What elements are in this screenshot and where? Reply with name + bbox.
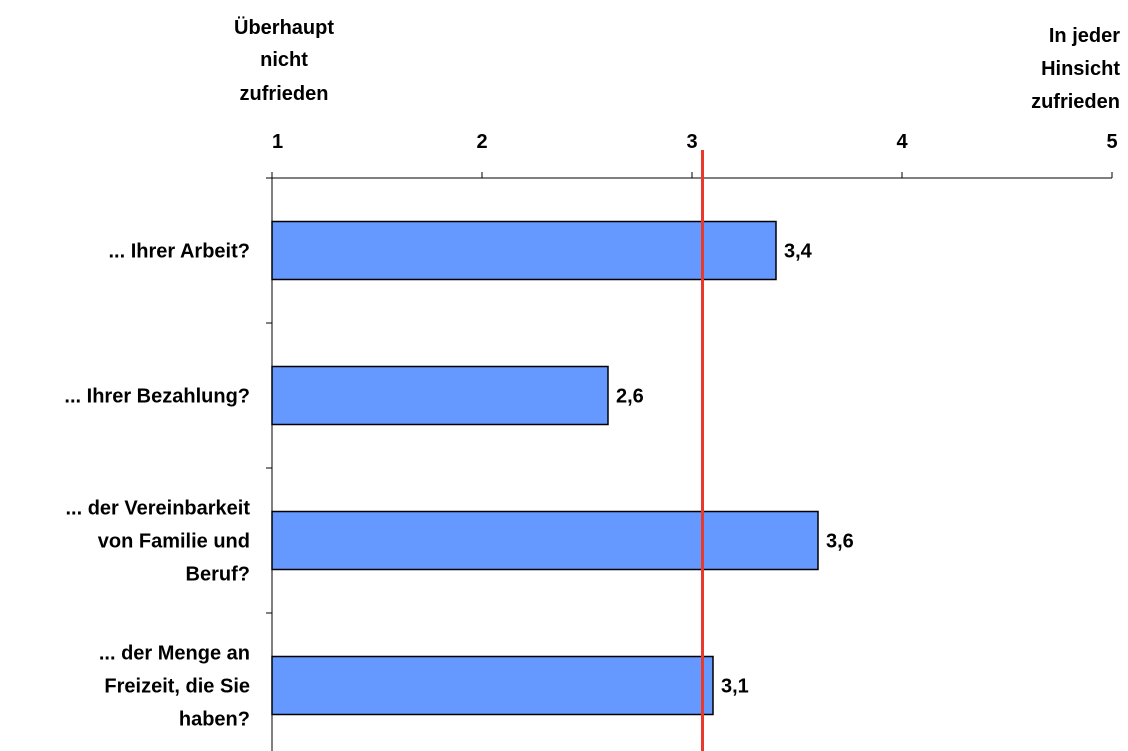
bars (271, 220, 819, 716)
bar (271, 365, 609, 426)
category-label: haben? (179, 709, 250, 731)
x-tick-label: 3 (686, 131, 697, 153)
bar (271, 510, 819, 571)
scale-anchor-low: Überhaupt nicht zufrieden (234, 16, 334, 105)
category-label: ... Ihrer Arbeit? (108, 241, 250, 263)
category-label: Beruf? (186, 564, 250, 586)
category-label: Freizeit, die Sie (104, 676, 250, 698)
data-label: 3,4 (784, 241, 813, 263)
category-label: ... Ihrer Bezahlung? (64, 386, 250, 408)
data-label: 2,6 (616, 386, 644, 408)
x-tick-label: 4 (896, 131, 908, 153)
value-labels: 3,4 2,6 3,6 3,1 (616, 241, 854, 698)
category-label: von Familie und (98, 531, 250, 553)
scale-anchor-high-line: Hinsicht (1041, 58, 1120, 80)
category-label: ... der Menge an (99, 643, 250, 665)
category-label: ... der Vereinbarkeit (65, 498, 250, 520)
bar (271, 655, 714, 716)
x-tick-label: 1 (272, 131, 283, 153)
scale-anchor-low-line: zufrieden (240, 83, 329, 105)
scale-anchor-high-line: zufrieden (1031, 91, 1120, 113)
scale-anchor-high: In jeder Hinsicht zufrieden (1031, 25, 1120, 113)
scale-anchor-high-line: In jeder (1049, 25, 1120, 47)
bar (271, 220, 777, 281)
category-labels: ... Ihrer Arbeit? ... Ihrer Bezahlung?...… (64, 241, 250, 731)
scale-anchor-low-line: Überhaupt (234, 16, 334, 39)
data-label: 3,6 (826, 531, 854, 553)
data-label: 3,1 (721, 676, 749, 698)
x-tick-label: 5 (1106, 131, 1117, 153)
scale-anchor-low-line: nicht (260, 49, 308, 71)
x-tick-label: 2 (476, 131, 487, 153)
